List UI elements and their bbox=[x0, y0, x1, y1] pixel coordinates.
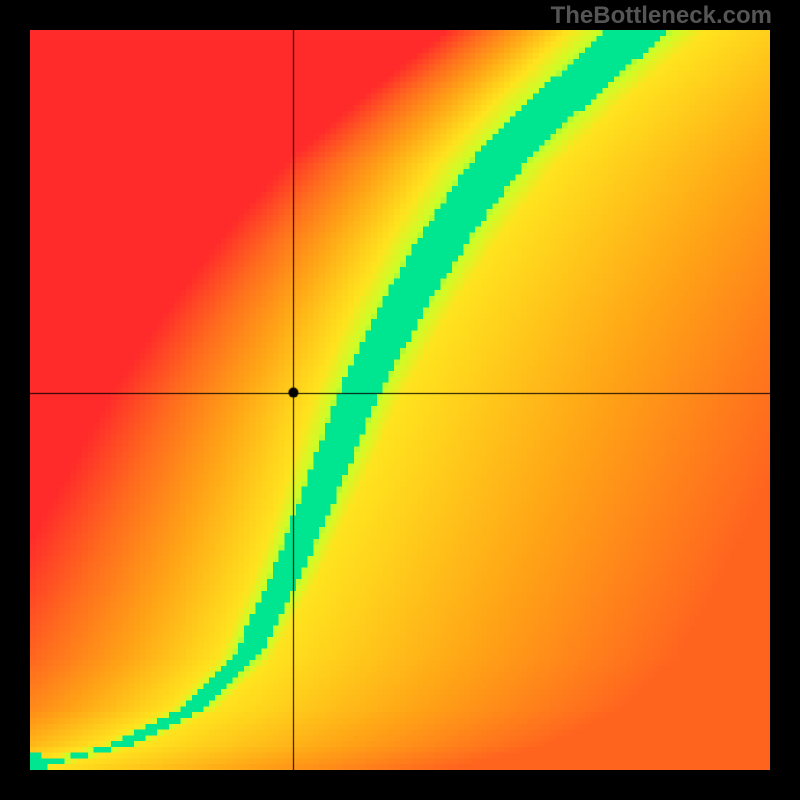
watermark-text: TheBottleneck.com bbox=[551, 2, 772, 30]
bottleneck-heatmap bbox=[30, 30, 770, 770]
chart-container: TheBottleneck.com bbox=[0, 0, 800, 800]
